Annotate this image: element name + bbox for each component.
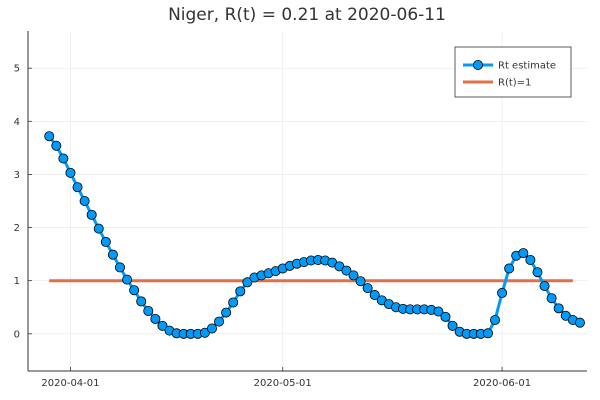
x-tick-label: 2020-05-01 <box>254 378 312 389</box>
rt-estimate-point <box>546 293 557 304</box>
rt-estimate-point <box>518 248 529 259</box>
rt-estimate-point <box>433 306 444 317</box>
chart-title: Niger, R(t) = 0.21 at 2020-06-11 <box>168 5 446 25</box>
rt-estimate-point <box>447 320 458 331</box>
rt-estimate-point <box>362 283 373 294</box>
rt-estimate-point <box>58 153 69 164</box>
rt-estimate-line <box>48 135 581 336</box>
rt-estimate-point <box>114 262 125 273</box>
y-tick-label: 3 <box>14 170 20 181</box>
rt-estimate-point <box>100 236 111 247</box>
rt-estimate-point <box>143 305 154 316</box>
rt-estimate-point <box>51 140 62 151</box>
y-tick-label: 5 <box>14 64 20 75</box>
rt-estimate-point <box>206 323 217 334</box>
x-tick-label: 2020-06-01 <box>473 378 531 389</box>
rt-estimate-point <box>44 131 55 142</box>
rt-estimate-point <box>86 209 97 220</box>
rt-estimate-point <box>348 270 359 281</box>
rt-estimate-point <box>107 249 118 260</box>
rt-estimate-point <box>574 317 585 328</box>
rt-estimate-point <box>65 167 76 178</box>
rt-estimate-point <box>497 287 508 298</box>
rt-estimate-points <box>44 131 585 339</box>
rt-estimate-point <box>355 276 366 287</box>
rt-estimate-point <box>369 290 380 301</box>
y-tick-label: 0 <box>14 329 20 340</box>
rt-estimate-point <box>228 297 239 308</box>
rt-estimate-point <box>79 195 90 206</box>
rt-estimate-point <box>150 313 161 324</box>
rt-estimate-point <box>136 296 147 307</box>
rt-estimate-point <box>504 263 515 274</box>
rt-estimate-point <box>235 286 246 297</box>
rt-estimate-point <box>525 254 536 265</box>
legend-label-rt-estimate: Rt estimate <box>498 61 556 72</box>
rt-estimate-point <box>93 223 104 234</box>
rt-estimate-point <box>490 314 501 325</box>
rt-estimate-point <box>553 303 564 314</box>
rt-estimate-point <box>129 285 140 296</box>
rt-estimate-point <box>214 316 225 327</box>
y-tick-label: 1 <box>14 276 20 287</box>
y-tick-label: 2 <box>14 223 20 234</box>
rt-estimate-point <box>157 320 168 331</box>
rt-estimate-point <box>242 277 253 288</box>
y-tick-label: 4 <box>14 117 20 128</box>
rt-estimate-point <box>532 267 543 278</box>
legend-marker-rt-estimate <box>472 60 483 71</box>
rt-estimate-point <box>122 274 133 285</box>
rt-estimate-point <box>539 280 550 291</box>
legend-label-reference: R(t)=1 <box>498 78 531 89</box>
legend: Rt estimate R(t)=1 <box>454 46 572 98</box>
legend-box <box>454 46 572 98</box>
rt-estimate-point <box>72 182 83 193</box>
axes <box>27 31 587 372</box>
x-tick-label: 2020-04-01 <box>41 378 99 389</box>
rt-estimate-path <box>48 135 581 336</box>
rt-estimate-point <box>341 265 352 276</box>
y-axis-ticks: 0 1 2 3 4 5 <box>14 64 32 340</box>
rt-estimate-point <box>221 307 232 318</box>
rt-estimate-point <box>440 311 451 322</box>
x-axis-ticks: 2020-04-01 2020-05-01 2020-06-01 <box>41 367 531 389</box>
rt-estimate-point <box>482 328 493 339</box>
